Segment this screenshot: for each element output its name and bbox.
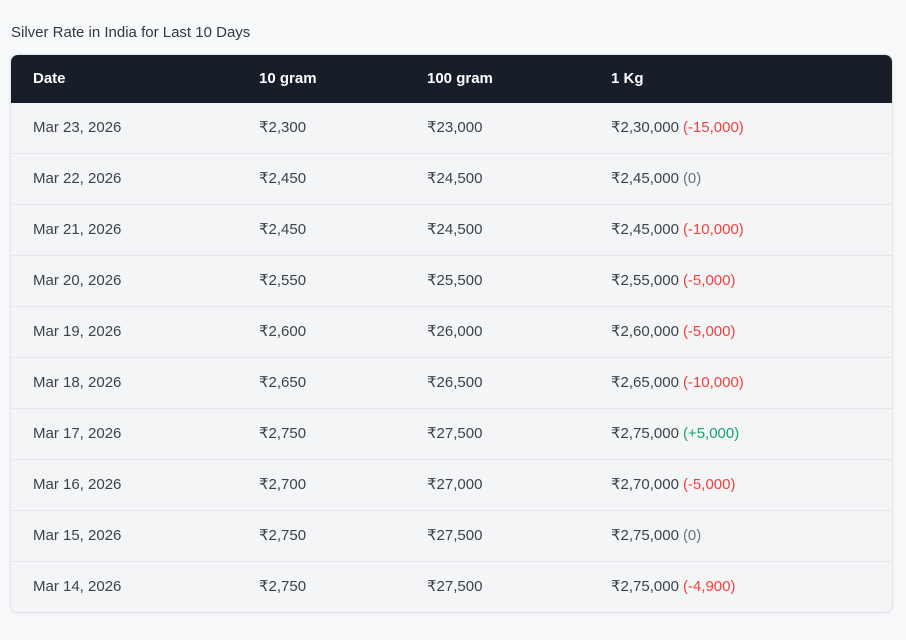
price-1kg-value: ₹2,45,000: [611, 221, 679, 238]
price-10g-cell: ₹2,750: [259, 510, 427, 562]
price-change-value: (+5,000): [682, 425, 740, 442]
price-100g-cell: ₹27,000: [427, 459, 611, 511]
price-1kg-cell: ₹2,75,000 (0): [611, 510, 892, 562]
price-1kg-value: ₹2,45,000: [611, 170, 679, 187]
price-10g-cell: ₹2,450: [259, 153, 427, 205]
price-10g-cell: ₹2,650: [259, 357, 427, 409]
table-body: Mar 23, 2026 ₹2,300 ₹23,000 ₹2,30,000 (-1…: [11, 103, 892, 612]
date-cell: Mar 14, 2026: [11, 561, 259, 612]
price-1kg-value: ₹2,75,000: [611, 425, 679, 442]
price-change-value: (-10,000): [682, 374, 744, 391]
price-1kg-value: ₹2,75,000: [611, 527, 679, 544]
price-100g-cell: ₹26,500: [427, 357, 611, 409]
table-row: Mar 15, 2026 ₹2,750 ₹27,500 ₹2,75,000 (0): [11, 510, 892, 562]
table-header: Date 10 gram 100 gram 1 Kg: [11, 55, 892, 103]
date-cell: Mar 19, 2026: [11, 306, 259, 358]
price-change-value: (0): [682, 527, 702, 544]
price-10g-cell: ₹2,600: [259, 306, 427, 358]
price-100g-cell: ₹24,500: [427, 204, 611, 256]
date-cell: Mar 22, 2026: [11, 153, 259, 205]
price-1kg-cell: ₹2,30,000 (-15,000): [611, 103, 892, 154]
date-cell: Mar 16, 2026: [11, 459, 259, 511]
price-1kg-cell: ₹2,45,000 (0): [611, 153, 892, 205]
table-row: Mar 23, 2026 ₹2,300 ₹23,000 ₹2,30,000 (-1…: [11, 103, 892, 154]
table-row: Mar 16, 2026 ₹2,700 ₹27,000 ₹2,70,000 (-5…: [11, 459, 892, 511]
date-cell: Mar 17, 2026: [11, 408, 259, 460]
price-10g-cell: ₹2,750: [259, 561, 427, 612]
silver-rate-table: Date 10 gram 100 gram 1 Kg Mar 23, 2026 …: [11, 55, 892, 612]
price-100g-cell: ₹23,000: [427, 103, 611, 154]
table-row: Mar 22, 2026 ₹2,450 ₹24,500 ₹2,45,000 (0): [11, 153, 892, 205]
price-1kg-cell: ₹2,75,000 (+5,000): [611, 408, 892, 460]
price-100g-cell: ₹24,500: [427, 153, 611, 205]
price-10g-cell: ₹2,300: [259, 103, 427, 154]
column-header-100-gram: 100 gram: [427, 55, 611, 103]
table-row: Mar 21, 2026 ₹2,450 ₹24,500 ₹2,45,000 (-1…: [11, 204, 892, 256]
price-1kg-cell: ₹2,45,000 (-10,000): [611, 204, 892, 256]
table-header-row: Date 10 gram 100 gram 1 Kg: [11, 55, 892, 103]
price-10g-cell: ₹2,450: [259, 204, 427, 256]
price-change-value: (-5,000): [682, 272, 736, 289]
column-header-date: Date: [11, 55, 259, 103]
column-header-10-gram: 10 gram: [259, 55, 427, 103]
price-10g-cell: ₹2,750: [259, 408, 427, 460]
price-1kg-value: ₹2,30,000: [611, 119, 679, 136]
price-1kg-cell: ₹2,55,000 (-5,000): [611, 255, 892, 307]
price-1kg-cell: ₹2,75,000 (-4,900): [611, 561, 892, 612]
price-100g-cell: ₹26,000: [427, 306, 611, 358]
price-1kg-cell: ₹2,60,000 (-5,000): [611, 306, 892, 358]
date-cell: Mar 18, 2026: [11, 357, 259, 409]
table-row: Mar 17, 2026 ₹2,750 ₹27,500 ₹2,75,000 (+5…: [11, 408, 892, 460]
price-change-value: (0): [682, 170, 702, 187]
price-10g-cell: ₹2,550: [259, 255, 427, 307]
price-100g-cell: ₹27,500: [427, 408, 611, 460]
price-change-value: (-10,000): [682, 221, 744, 238]
price-change-value: (-4,900): [682, 578, 736, 595]
price-100g-cell: ₹27,500: [427, 510, 611, 562]
price-1kg-value: ₹2,60,000: [611, 323, 679, 340]
price-1kg-value: ₹2,70,000: [611, 476, 679, 493]
price-1kg-cell: ₹2,65,000 (-10,000): [611, 357, 892, 409]
price-change-value: (-5,000): [682, 476, 736, 493]
date-cell: Mar 20, 2026: [11, 255, 259, 307]
date-cell: Mar 23, 2026: [11, 103, 259, 154]
silver-rate-card: Date 10 gram 100 gram 1 Kg Mar 23, 2026 …: [10, 54, 893, 613]
date-cell: Mar 15, 2026: [11, 510, 259, 562]
table-row: Mar 18, 2026 ₹2,650 ₹26,500 ₹2,65,000 (-1…: [11, 357, 892, 409]
page-title: Silver Rate in India for Last 10 Days: [11, 24, 251, 41]
price-1kg-value: ₹2,65,000: [611, 374, 679, 391]
price-10g-cell: ₹2,700: [259, 459, 427, 511]
table-row: Mar 19, 2026 ₹2,600 ₹26,000 ₹2,60,000 (-5…: [11, 306, 892, 358]
date-cell: Mar 21, 2026: [11, 204, 259, 256]
page: Silver Rate in India for Last 10 Days Da…: [10, 24, 893, 613]
price-change-value: (-5,000): [682, 323, 736, 340]
table-row: Mar 14, 2026 ₹2,750 ₹27,500 ₹2,75,000 (-4…: [11, 561, 892, 612]
price-1kg-cell: ₹2,70,000 (-5,000): [611, 459, 892, 511]
price-change-value: (-15,000): [682, 119, 744, 136]
table-row: Mar 20, 2026 ₹2,550 ₹25,500 ₹2,55,000 (-5…: [11, 255, 892, 307]
price-1kg-value: ₹2,75,000: [611, 578, 679, 595]
price-100g-cell: ₹27,500: [427, 561, 611, 612]
price-100g-cell: ₹25,500: [427, 255, 611, 307]
column-header-1-kg: 1 Kg: [611, 55, 892, 103]
price-1kg-value: ₹2,55,000: [611, 272, 679, 289]
